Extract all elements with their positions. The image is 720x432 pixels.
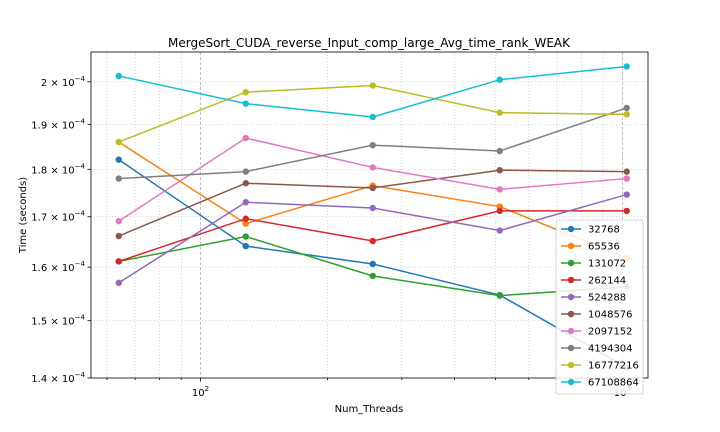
series-4194304 xyxy=(115,104,630,182)
data-point xyxy=(115,232,122,240)
legend-marker xyxy=(567,259,575,267)
data-point xyxy=(369,184,376,192)
data-point xyxy=(496,109,503,116)
legend: 32768 65536 131072 262144 524288 1048576 20971… xyxy=(555,219,644,395)
series-2097152 xyxy=(115,134,630,225)
data-point xyxy=(623,168,630,175)
data-point xyxy=(623,207,630,215)
legend-marker xyxy=(567,378,575,386)
data-point xyxy=(623,104,630,112)
legend-label: 524288 xyxy=(588,293,626,304)
y-tick-label: 1.9 × 10−4 xyxy=(31,117,85,131)
legend-label: 2097152 xyxy=(588,327,633,338)
x-axis-label: Num_Threads xyxy=(335,404,404,415)
legend-marker xyxy=(567,327,575,335)
data-point xyxy=(623,191,630,198)
data-point xyxy=(369,237,376,245)
data-point xyxy=(623,63,630,70)
legend-marker xyxy=(567,276,575,284)
legend-label: 131072 xyxy=(588,259,626,270)
y-tick-label: 1.5 × 10−4 xyxy=(31,314,85,328)
legend-marker xyxy=(567,344,575,352)
y-tick-label: 1.8 × 10−4 xyxy=(31,162,85,176)
data-point xyxy=(242,180,249,187)
y-axis-label: Time (seconds) xyxy=(18,177,29,254)
data-point xyxy=(623,111,630,118)
legend-item: 67108864 xyxy=(561,378,639,389)
data-point xyxy=(496,207,503,215)
legend-item: 65536 xyxy=(561,242,620,253)
legend-marker xyxy=(567,310,575,318)
data-point xyxy=(369,141,376,149)
data-point xyxy=(369,260,376,268)
data-point xyxy=(115,258,122,265)
legend-marker xyxy=(567,225,575,233)
chart-title: MergeSort_CUDA_reverse_Input_comp_large_… xyxy=(168,36,571,50)
legend-item: 2097152 xyxy=(561,327,633,338)
legend-label: 65536 xyxy=(588,242,620,253)
data-point xyxy=(242,100,249,107)
legend-label: 1048576 xyxy=(588,310,633,321)
data-point xyxy=(242,233,249,240)
data-point xyxy=(242,242,249,250)
legend-label: 262144 xyxy=(588,276,626,287)
data-point xyxy=(242,89,249,96)
data-point xyxy=(496,167,503,174)
legend-item: 524288 xyxy=(561,293,626,304)
y-tick-label: 1.4 × 10−4 xyxy=(31,371,85,385)
data-point xyxy=(242,199,249,206)
legend-item: 131072 xyxy=(561,259,626,270)
data-point xyxy=(242,168,249,175)
series-67108864 xyxy=(115,63,630,121)
data-point xyxy=(369,204,376,212)
data-point xyxy=(369,272,376,280)
data-point xyxy=(496,292,503,299)
data-point xyxy=(115,138,122,146)
legend-item: 32768 xyxy=(561,225,620,236)
data-point xyxy=(369,82,376,89)
y-tick-label: 1.6 × 10−4 xyxy=(31,260,85,274)
legend-marker xyxy=(567,242,575,250)
legend-label: 4194304 xyxy=(588,344,633,355)
series-262144 xyxy=(115,207,630,265)
data-point xyxy=(242,220,249,227)
data-point xyxy=(115,279,122,287)
series-16777216 xyxy=(115,82,630,146)
data-point xyxy=(115,156,122,163)
data-point xyxy=(242,134,249,142)
legend-marker xyxy=(567,293,575,301)
series-1048576 xyxy=(115,167,630,240)
legend-item: 262144 xyxy=(561,276,626,287)
legend-label: 32768 xyxy=(588,225,620,236)
data-point xyxy=(115,72,122,80)
data-point xyxy=(623,175,630,182)
data-point xyxy=(115,175,122,182)
legend-item: 16777216 xyxy=(561,361,639,372)
series-layer xyxy=(115,63,630,371)
y-tick-label: 2 × 10−4 xyxy=(41,75,86,89)
plot-area-frame xyxy=(90,51,649,379)
series-524288 xyxy=(115,191,630,287)
data-point xyxy=(496,186,503,193)
data-point xyxy=(369,113,376,121)
legend-item: 4194304 xyxy=(561,344,633,355)
legend-item: 1048576 xyxy=(561,310,633,321)
data-point xyxy=(496,227,503,234)
data-point xyxy=(242,215,249,222)
legend-label: 16777216 xyxy=(588,361,639,372)
legend-marker xyxy=(567,361,575,369)
y-tick-label: 1.7 × 10−4 xyxy=(31,210,85,224)
data-point xyxy=(369,164,376,171)
x-tick-label: 102 xyxy=(192,385,209,399)
legend-label: 67108864 xyxy=(588,378,639,389)
data-point xyxy=(496,147,503,155)
data-point xyxy=(115,217,122,225)
data-point xyxy=(496,76,503,83)
